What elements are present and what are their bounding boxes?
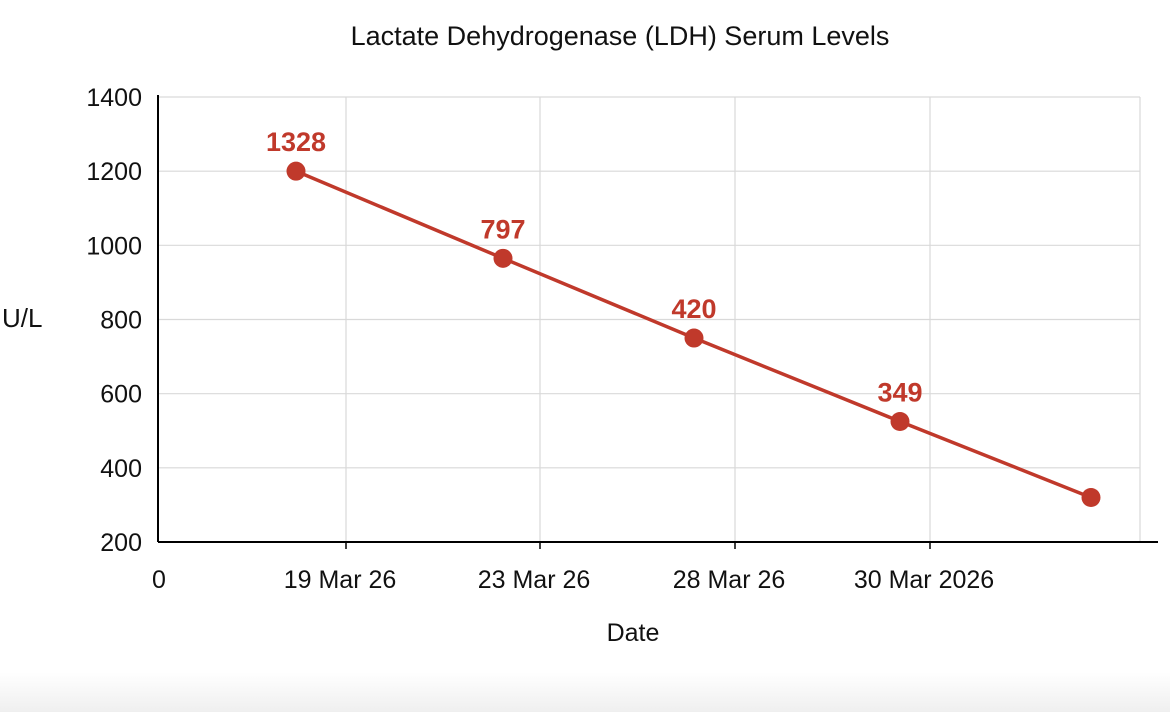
y-tick-label: 1000: [86, 232, 142, 260]
data-label: 420: [671, 294, 716, 324]
x-tick-label: 30 Mar 2026: [854, 566, 994, 594]
x-axis-label: Date: [607, 619, 660, 647]
x-tick-label: 23 Mar 26: [478, 566, 591, 594]
x-tick-label: 28 Mar 26: [673, 566, 786, 594]
data-point: [890, 411, 910, 431]
chart-title: Lactate Dehydrogenase (LDH) Serum Levels: [351, 21, 890, 51]
y-tick-labels: 200 400 600 800 1000 1200 1400: [86, 84, 142, 557]
y-tick-label: 1400: [86, 84, 142, 112]
y-tick-label: 400: [100, 455, 142, 483]
x-origin-label: 0: [152, 566, 166, 594]
data-label: 1328: [266, 127, 326, 157]
data-label: 349: [877, 377, 922, 407]
x-tick-label: 19 Mar 26: [284, 566, 397, 594]
x-tick-labels: 19 Mar 26 23 Mar 26 28 Mar 26 30 Mar 2026: [284, 566, 994, 594]
data-point: [684, 328, 704, 348]
data-label: 797: [480, 214, 525, 244]
y-tick-label: 200: [100, 529, 142, 557]
data-points: [286, 161, 1101, 507]
y-tick-label: 1200: [86, 158, 142, 186]
axes: [157, 95, 1158, 549]
y-axis-label: U/L: [2, 303, 42, 333]
data-labels: 1328 797 420 349: [266, 127, 923, 407]
bottom-fade: [0, 672, 1170, 712]
data-point: [1081, 488, 1101, 507]
data-point: [286, 161, 306, 181]
y-tick-label: 800: [100, 307, 142, 335]
data-point: [493, 248, 513, 268]
y-tick-label: 600: [100, 381, 142, 409]
